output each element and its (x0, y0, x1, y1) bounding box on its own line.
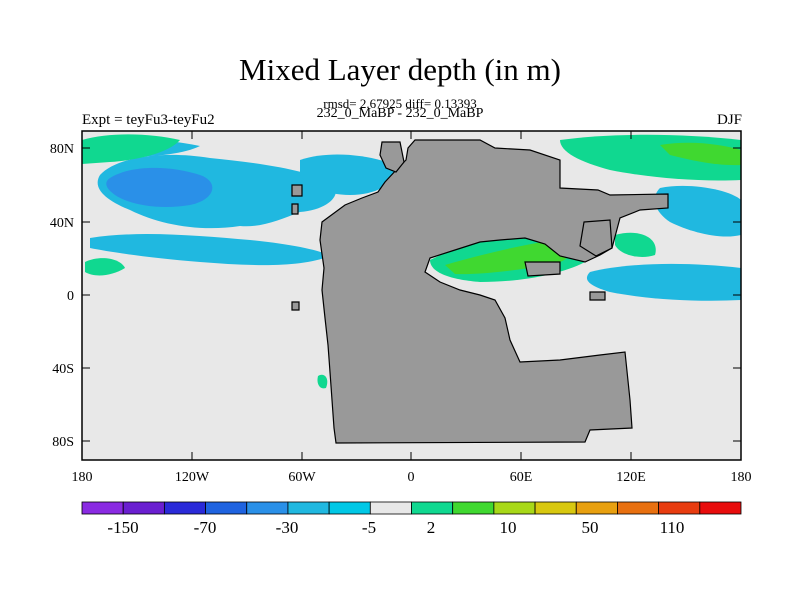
small-island-tropics (291, 301, 300, 311)
colorbar-swatch (493, 501, 536, 515)
colorbar-swatch (328, 501, 371, 515)
lat-labels: 80N 40N 0 40S 80S (50, 142, 74, 450)
lon-label-60w: 60W (288, 470, 316, 485)
lon-label-180w: 180 (72, 470, 93, 485)
colorbar-swatch (205, 501, 248, 515)
season-label: DJF (716, 112, 742, 128)
arabian-inlet-land (524, 261, 561, 277)
lon-label-180e: 180 (731, 470, 752, 485)
arctic-green-band-west (82, 134, 180, 164)
colorbar-swatch (81, 501, 124, 515)
small-island-indian (589, 291, 606, 301)
small-island-atlantic (291, 203, 299, 215)
colorbar-swatch (534, 501, 577, 515)
colorbar-swatch (411, 501, 454, 515)
indian-ocean-green-patch (615, 232, 656, 257)
colorbar-swatch (287, 501, 330, 515)
lat-label-80s: 80S (52, 435, 74, 450)
colorbar-swatch (246, 501, 289, 515)
experiment-label: Expt = teyFu3-teyFu2 (82, 112, 215, 128)
colorbar-label-minus70: -70 (194, 518, 217, 537)
lat-label-80n: 80N (50, 142, 74, 157)
colorbar-swatch (163, 501, 206, 515)
colorbar-label-minus150: -150 (107, 518, 138, 537)
north-atlantic-cyan-region (300, 154, 396, 195)
arctic-lime-spot (660, 142, 741, 166)
colorbar-label-2: 2 (427, 518, 436, 537)
lon-label-60e: 60E (510, 470, 533, 485)
colorbar-swatch (575, 501, 618, 515)
lon-label-120w: 120W (175, 470, 210, 485)
colorbar-label-minus5: -5 (362, 518, 376, 537)
greenland-island (379, 141, 405, 173)
latitude-axis (82, 147, 741, 442)
lat-label-40n: 40N (50, 216, 74, 231)
north-pacific-blue-core (106, 167, 213, 207)
lat-label-0: 0 (67, 289, 74, 304)
longitude-axis (81, 131, 742, 460)
colorbar-swatch (452, 501, 495, 515)
colorbar-swatch (658, 501, 701, 515)
colorbar-swatch (699, 501, 742, 515)
colorbar-swatch (122, 501, 165, 515)
colorbar (81, 501, 742, 515)
indian-ocean-cyan-band (586, 263, 741, 301)
eastern-peninsula (579, 219, 613, 257)
colorbar-swatch (369, 501, 412, 515)
tropical-pacific-green-left (85, 258, 125, 276)
map-title: Mixed Layer depth (in m) (239, 52, 561, 87)
main-continent-landmass (319, 139, 669, 444)
colorbar-label-110: 110 (660, 518, 685, 537)
run-comparison-label: 232_0_MaBP - 232_0_MaBP (316, 106, 484, 121)
lon-labels: 180 120W 60W 0 60E 120E 180 (72, 470, 752, 485)
lat-label-40s: 40S (52, 362, 74, 377)
colorbar-label-minus30: -30 (276, 518, 299, 537)
lon-label-0: 0 (408, 470, 415, 485)
land-mask (291, 139, 669, 444)
colorbar-label-10: 10 (500, 518, 517, 537)
colorbar-label-50: 50 (582, 518, 599, 537)
rmsd-diff-stats: rmsd= 2.67925 diff= 0.13393 (323, 96, 477, 111)
colorbar-swatch (617, 501, 660, 515)
south-atlantic-green-dot (317, 374, 328, 389)
lon-label-120e: 120E (616, 470, 646, 485)
north-pacific-east-cyan (654, 185, 741, 237)
tropical-pacific-cyan-band (90, 234, 330, 266)
colorbar-labels: -150 -70 -30 -5 2 10 50 110 (107, 518, 684, 537)
small-island-west (291, 184, 303, 197)
